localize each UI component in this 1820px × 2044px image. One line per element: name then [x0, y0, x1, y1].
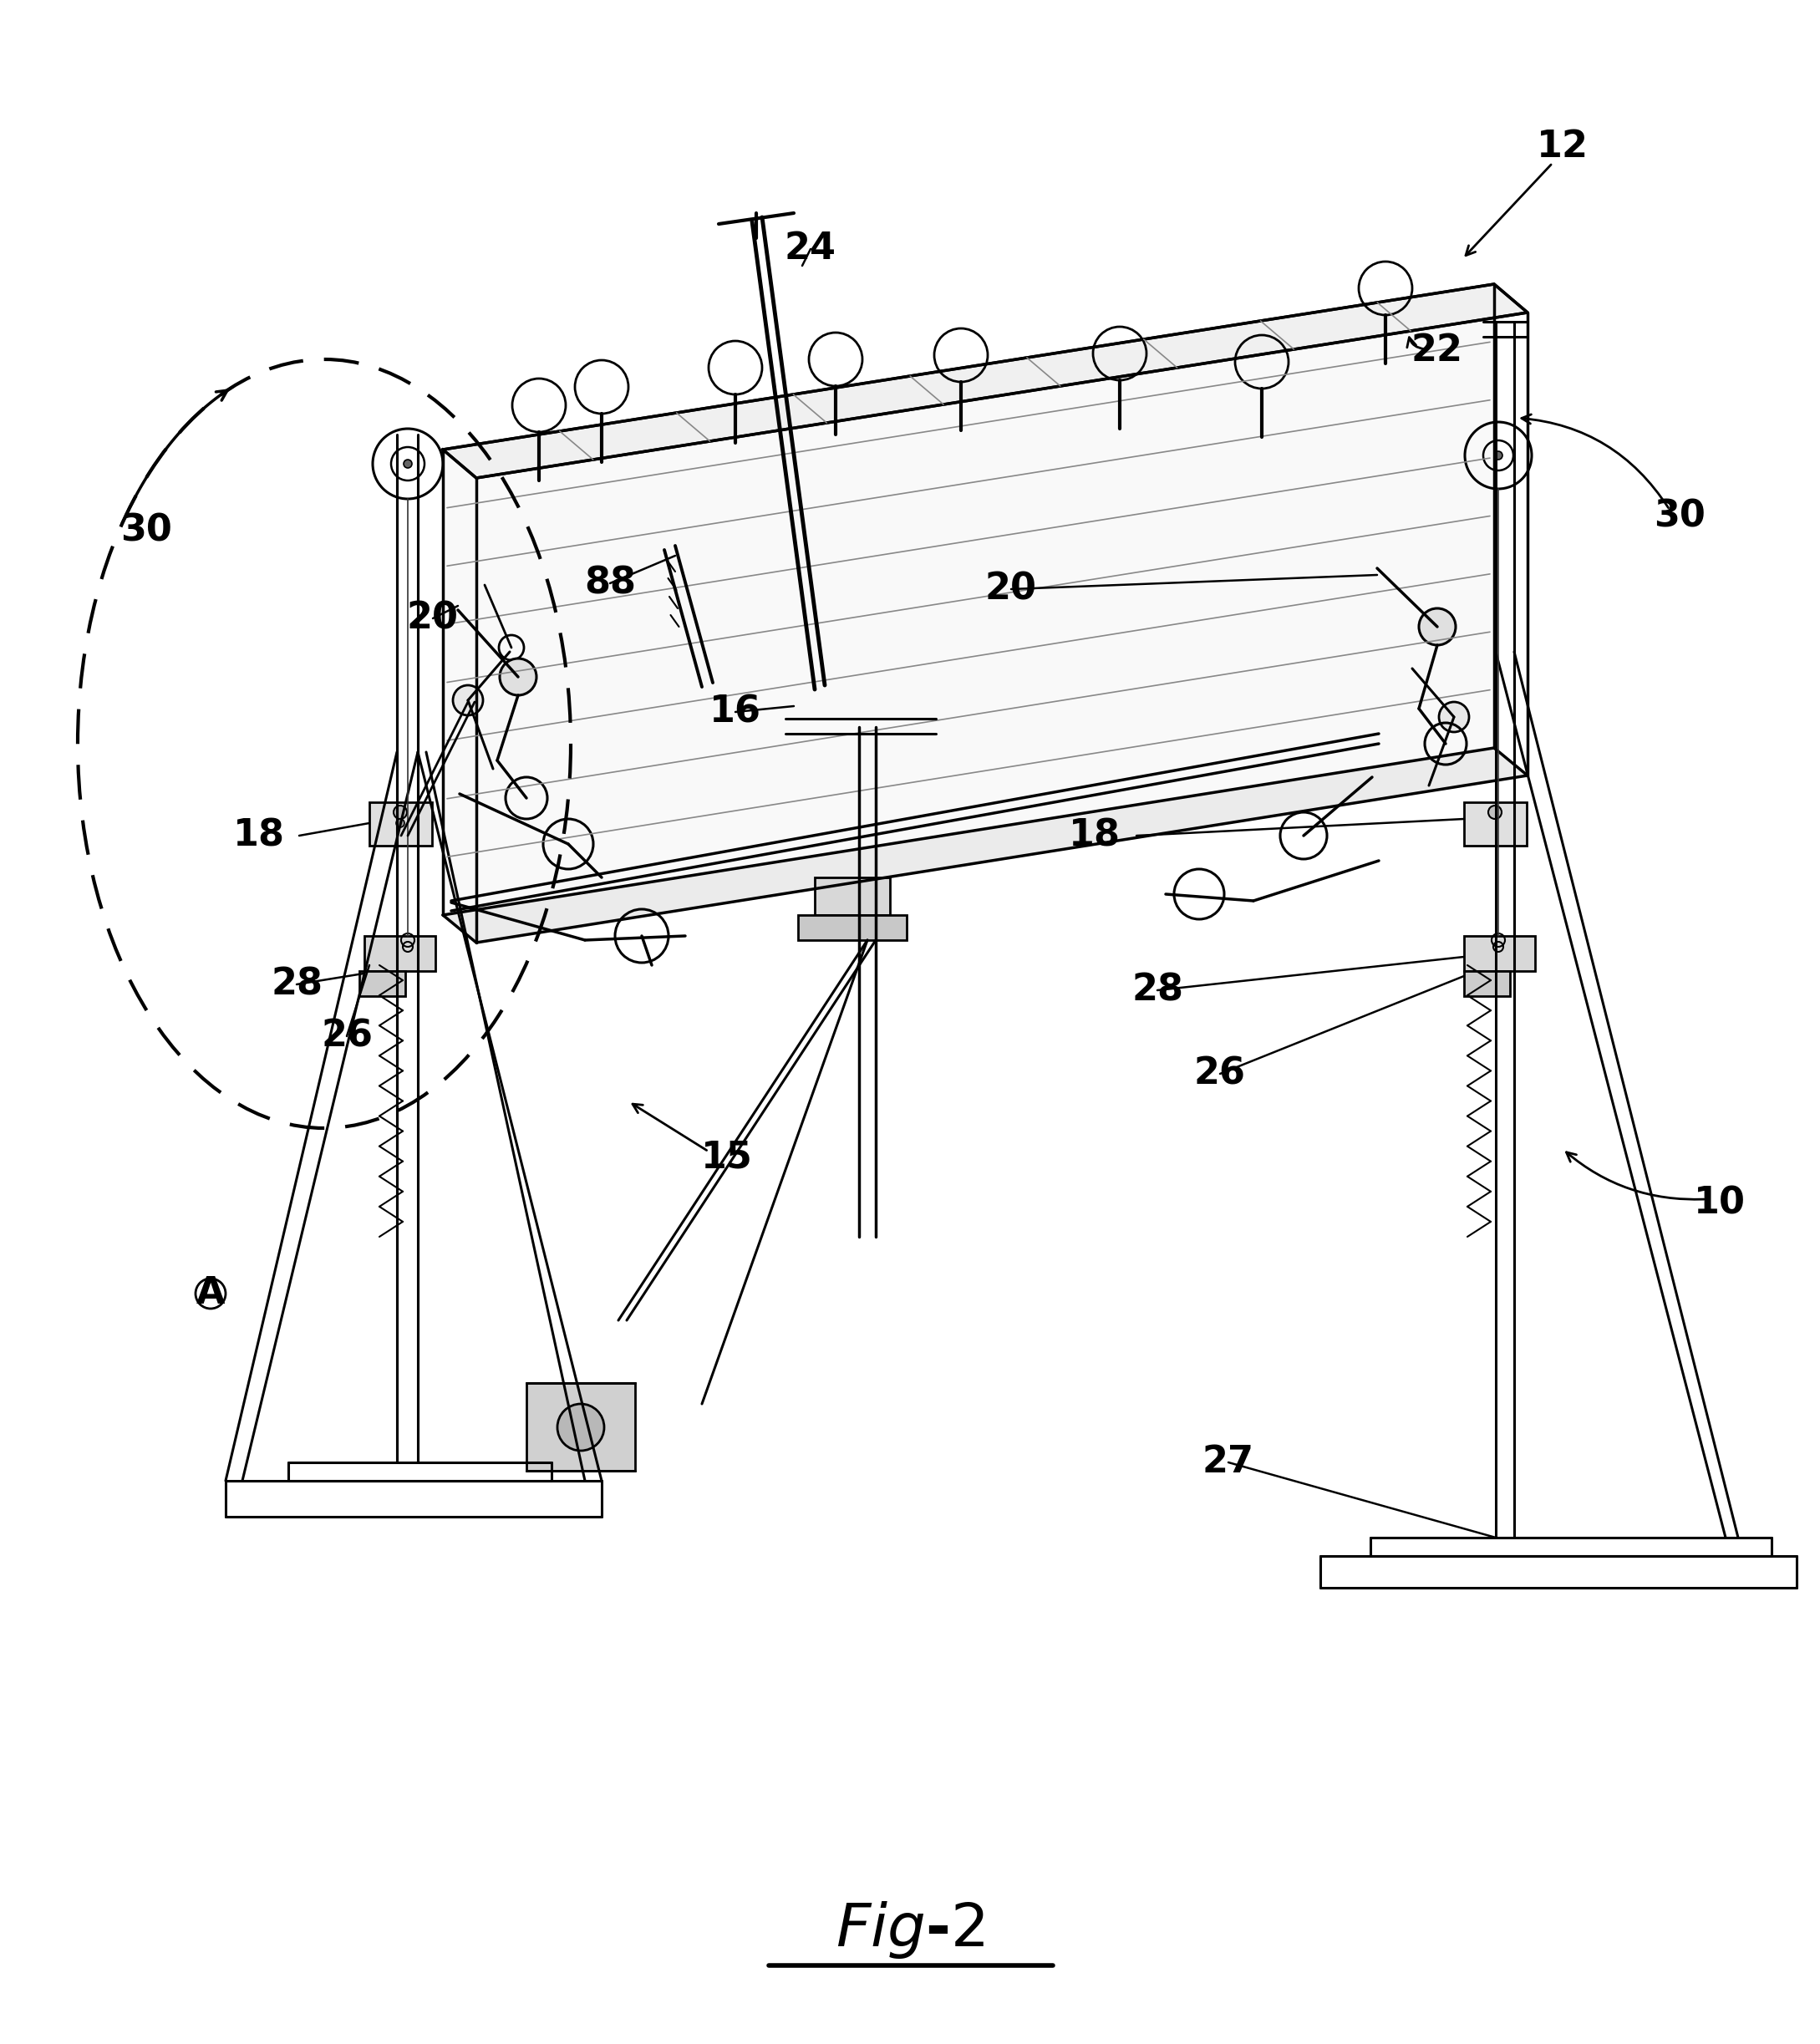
Text: 18: 18 — [1068, 818, 1121, 854]
Text: 28: 28 — [271, 967, 322, 1002]
Text: 12: 12 — [1536, 129, 1589, 164]
Bar — [526, 1384, 635, 1472]
Text: $\mathit{Fig}$-$\mathit{2}$: $\mathit{Fig}$-$\mathit{2}$ — [835, 1899, 985, 1960]
Text: 20: 20 — [985, 570, 1037, 607]
Text: 30: 30 — [1654, 499, 1705, 533]
Polygon shape — [442, 284, 1494, 916]
Text: 30: 30 — [120, 513, 173, 548]
Text: 27: 27 — [1203, 1445, 1254, 1480]
Bar — [359, 971, 406, 995]
Text: 22: 22 — [1410, 333, 1463, 368]
Text: 15: 15 — [701, 1139, 753, 1175]
Polygon shape — [442, 748, 1527, 942]
Text: 16: 16 — [710, 695, 761, 730]
Text: 18: 18 — [233, 818, 286, 854]
Text: 24: 24 — [784, 231, 837, 268]
Bar — [797, 916, 906, 940]
Text: 20: 20 — [408, 601, 459, 636]
Circle shape — [393, 805, 408, 820]
Circle shape — [453, 685, 482, 715]
Circle shape — [1494, 452, 1503, 460]
Circle shape — [1489, 805, 1502, 820]
Text: 26: 26 — [320, 1018, 373, 1055]
Circle shape — [404, 460, 411, 468]
Text: 26: 26 — [1194, 1057, 1247, 1091]
Bar — [815, 877, 890, 916]
Text: A: A — [197, 1275, 226, 1312]
Text: 10: 10 — [1694, 1186, 1745, 1222]
Text: 88: 88 — [584, 566, 635, 601]
Bar — [1463, 801, 1527, 846]
Circle shape — [397, 820, 404, 828]
Text: 28: 28 — [1132, 973, 1183, 1008]
Bar — [1463, 971, 1511, 995]
Circle shape — [501, 658, 537, 695]
Circle shape — [1440, 701, 1469, 732]
Circle shape — [1420, 609, 1456, 646]
Circle shape — [557, 1404, 604, 1451]
Bar — [1463, 936, 1534, 971]
Bar — [364, 936, 435, 971]
Bar — [369, 801, 431, 846]
Polygon shape — [442, 284, 1527, 478]
